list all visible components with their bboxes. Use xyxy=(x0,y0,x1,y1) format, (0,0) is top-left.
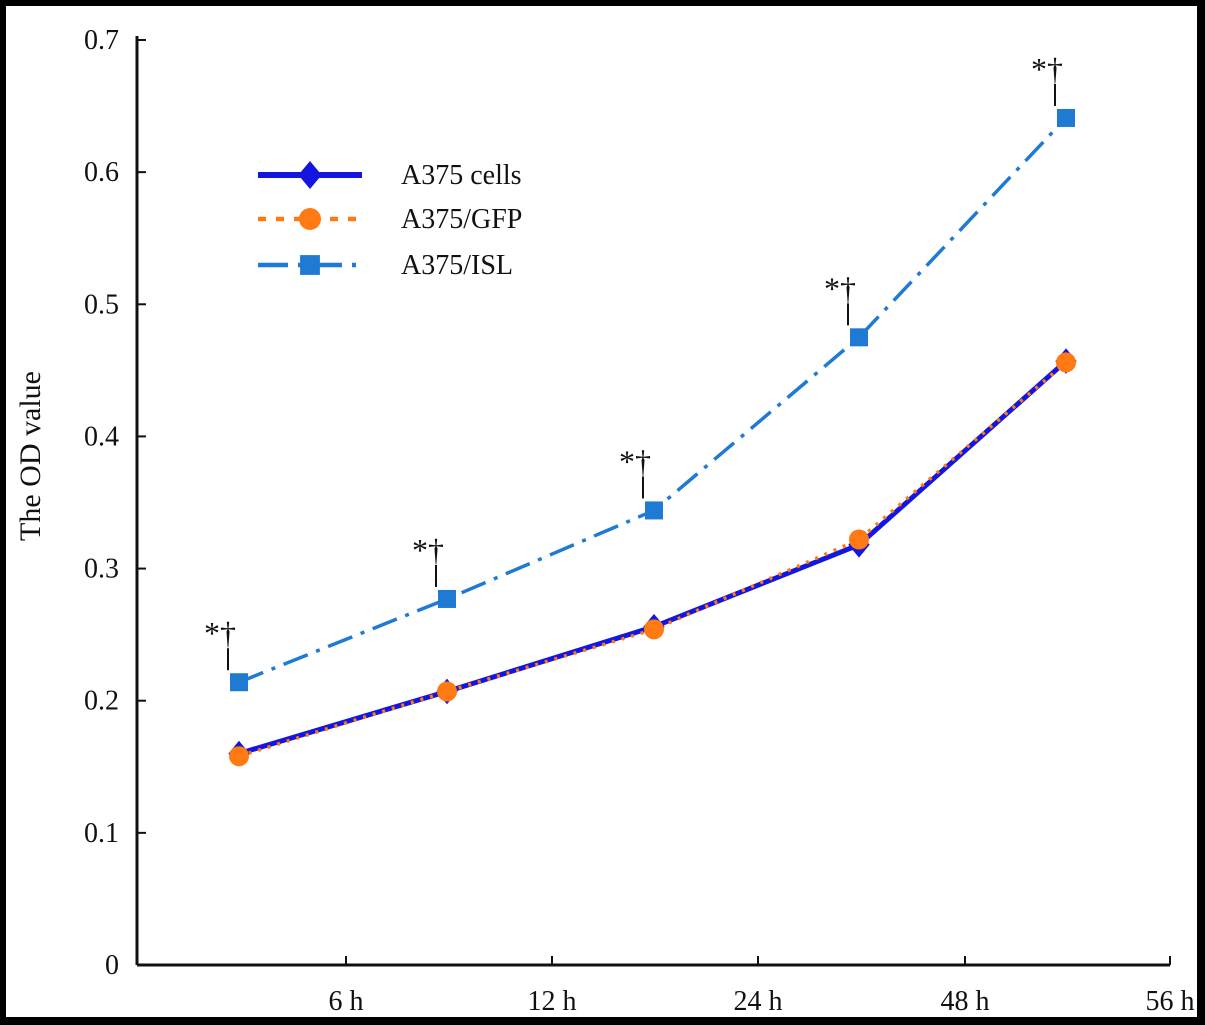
data-point-a375-isl xyxy=(1057,108,1075,127)
x-tick-label: 12 h xyxy=(528,986,577,1017)
legend: A375 cells A375/GFP A375/ISL xyxy=(258,160,522,281)
y-tick-label: 0.3 xyxy=(84,554,119,585)
significance-label: *† xyxy=(204,615,236,651)
y-tick-label: 0.4 xyxy=(84,421,119,452)
series-lines xyxy=(238,116,1068,758)
significance-label: *† xyxy=(1031,51,1063,87)
y-axis-label: The OD value xyxy=(14,371,47,541)
data-point-a375-isl xyxy=(230,673,248,692)
y-tick-label: 0.6 xyxy=(84,157,119,188)
x-tick-label: 56 h xyxy=(1146,986,1195,1017)
x-tick-labels: 6 h 12 h 24 h 48 h 56 h xyxy=(329,986,1195,1017)
series-line-a375-gfp xyxy=(238,361,1068,758)
y-tick-labels: 0 0.1 0.2 0.3 0.4 0.5 0.6 0.7 xyxy=(84,25,119,981)
series-markers xyxy=(228,108,1077,767)
y-tick-label: 0.5 xyxy=(84,289,119,320)
chart-frame: 0 0.1 0.2 0.3 0.4 0.5 0.6 0.7 6 h 12 h 24 h 48 h 56… xyxy=(6,6,1197,1017)
od-line-chart: 0 0.1 0.2 0.3 0.4 0.5 0.6 0.7 6 h 12 h 24 h 48 h 56… xyxy=(14,25,1195,1017)
axes xyxy=(135,36,1171,967)
significance-label: *† xyxy=(824,270,856,306)
data-point-a375-gfp xyxy=(229,746,249,767)
x-tick-label: 6 h xyxy=(329,986,364,1017)
series-line-a375-isl xyxy=(238,116,1068,684)
data-point-a375-isl xyxy=(645,501,663,520)
data-point-a375-gfp xyxy=(849,529,869,550)
legend-marker-a375-gfp xyxy=(299,208,321,230)
x-tick-label: 48 h xyxy=(941,986,990,1017)
y-tick-label: 0.1 xyxy=(84,818,119,849)
y-tick-label: 0 xyxy=(105,950,119,981)
significance-label: *† xyxy=(412,532,444,568)
data-point-a375-isl xyxy=(438,589,456,608)
data-point-a375-gfp xyxy=(644,619,664,640)
data-point-a375-gfp xyxy=(1056,352,1076,373)
x-tick-label: 24 h xyxy=(734,986,783,1017)
y-tick-label: 0.7 xyxy=(84,25,119,56)
data-point-a375-isl xyxy=(850,328,868,347)
legend-marker-a375-cells xyxy=(298,161,322,189)
legend-marker-a375-isl xyxy=(300,255,320,275)
data-point-a375-gfp xyxy=(437,681,457,702)
legend-label-a375-cells: A375 cells xyxy=(401,160,522,191)
significance-annotations: *† *† *† *† *† xyxy=(204,51,1063,671)
y-tick-label: 0.2 xyxy=(84,686,119,717)
significance-label: *† xyxy=(619,443,651,479)
series-line-a375-cells xyxy=(238,359,1068,756)
legend-label-a375-gfp: A375/GFP xyxy=(401,204,522,235)
legend-label-a375-isl: A375/ISL xyxy=(401,250,513,281)
